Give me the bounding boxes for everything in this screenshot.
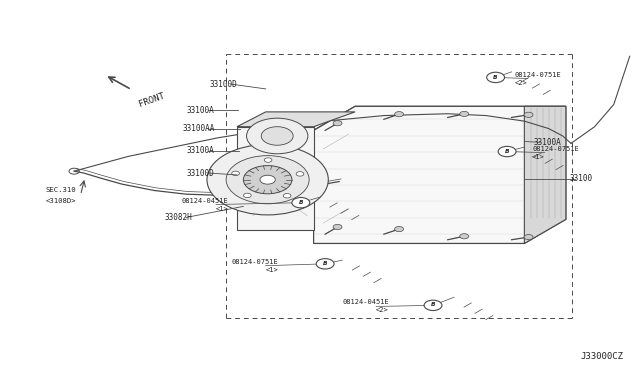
Text: 08124-0751E
<2>: 08124-0751E <2> bbox=[515, 71, 561, 86]
Circle shape bbox=[264, 158, 272, 162]
Circle shape bbox=[296, 171, 304, 176]
Text: 08124-0451E
<1>: 08124-0451E <1> bbox=[182, 198, 228, 212]
Text: B: B bbox=[299, 200, 303, 205]
Text: 08124-0751E
<1>: 08124-0751E <1> bbox=[232, 259, 278, 273]
Circle shape bbox=[333, 121, 342, 126]
Text: B: B bbox=[493, 74, 498, 80]
Text: SEC.310: SEC.310 bbox=[45, 187, 76, 193]
Polygon shape bbox=[314, 106, 355, 243]
Circle shape bbox=[333, 224, 342, 230]
Polygon shape bbox=[314, 106, 566, 131]
Circle shape bbox=[207, 144, 328, 215]
Circle shape bbox=[292, 198, 310, 208]
Text: 33100D: 33100D bbox=[209, 80, 237, 89]
Text: B: B bbox=[323, 261, 327, 266]
Circle shape bbox=[246, 118, 308, 154]
Text: 33100A: 33100A bbox=[187, 146, 214, 155]
Circle shape bbox=[486, 72, 504, 83]
Circle shape bbox=[232, 171, 239, 176]
Text: B: B bbox=[431, 302, 435, 308]
Text: 08124-0451E
<2>: 08124-0451E <2> bbox=[342, 299, 389, 314]
Circle shape bbox=[498, 146, 516, 157]
Circle shape bbox=[226, 155, 309, 204]
Polygon shape bbox=[237, 127, 314, 231]
Polygon shape bbox=[524, 106, 566, 243]
Text: <3108D>: <3108D> bbox=[45, 198, 76, 204]
Circle shape bbox=[243, 166, 292, 194]
Circle shape bbox=[284, 193, 291, 198]
Circle shape bbox=[460, 234, 468, 239]
Text: 33082H: 33082H bbox=[164, 213, 192, 222]
Text: J33000CZ: J33000CZ bbox=[580, 352, 623, 361]
Text: 33100A: 33100A bbox=[187, 106, 214, 115]
Text: 33100A: 33100A bbox=[534, 138, 562, 147]
Text: 33100D: 33100D bbox=[187, 169, 214, 177]
Circle shape bbox=[260, 175, 275, 184]
Text: FRONT: FRONT bbox=[138, 92, 166, 109]
Circle shape bbox=[524, 234, 533, 240]
Polygon shape bbox=[314, 106, 566, 243]
Circle shape bbox=[460, 111, 468, 116]
Text: 33100AA: 33100AA bbox=[182, 124, 214, 133]
Circle shape bbox=[261, 127, 293, 145]
Text: 08124-0751E
<1>: 08124-0751E <1> bbox=[532, 146, 579, 160]
Text: B: B bbox=[505, 149, 509, 154]
Circle shape bbox=[316, 259, 334, 269]
Circle shape bbox=[395, 227, 404, 232]
Polygon shape bbox=[237, 112, 355, 127]
Circle shape bbox=[395, 112, 404, 117]
Circle shape bbox=[244, 193, 251, 198]
Circle shape bbox=[424, 300, 442, 311]
Text: 33100: 33100 bbox=[569, 174, 592, 183]
Circle shape bbox=[524, 112, 533, 118]
